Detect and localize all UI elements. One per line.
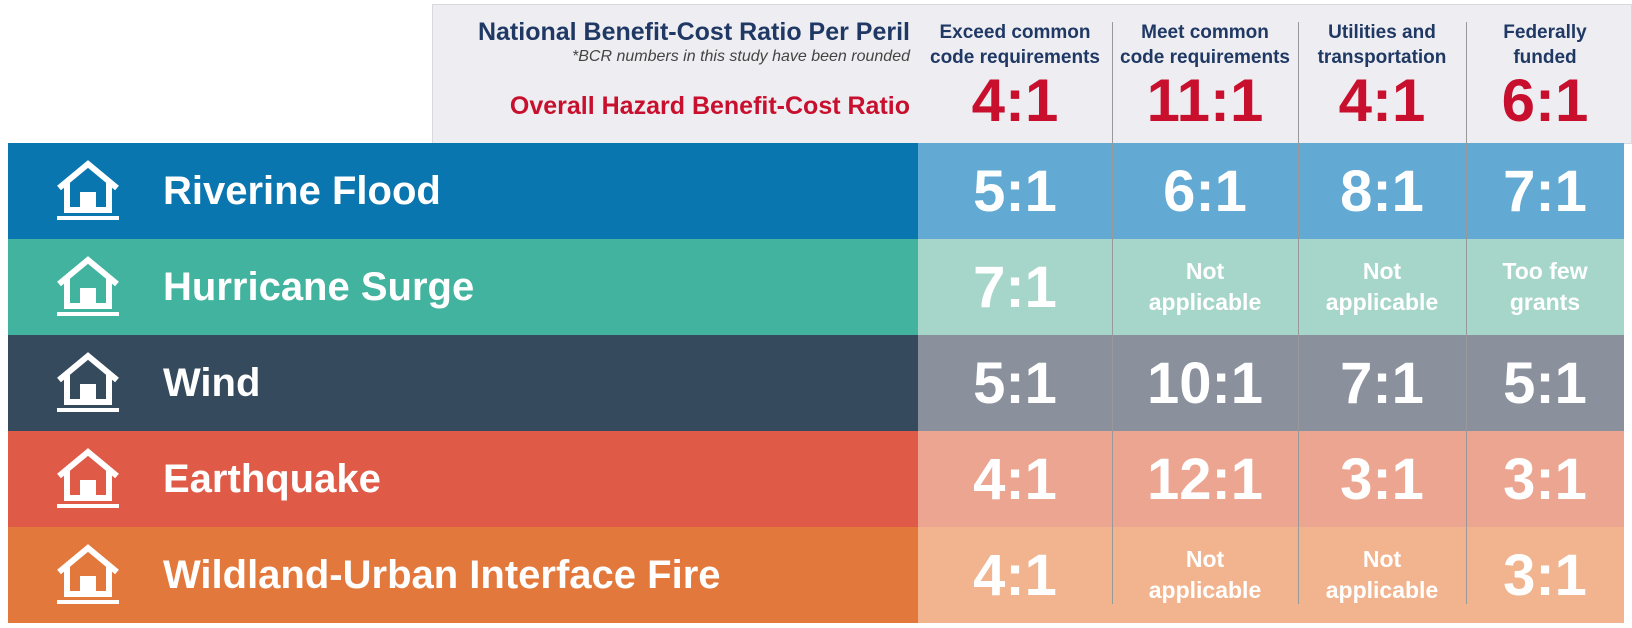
header-line: code requirements bbox=[930, 47, 1100, 68]
header-panel bbox=[432, 4, 1632, 144]
table-row: Wildland-Urban Interface Fire 4:1 Not appl… bbox=[8, 527, 1624, 623]
table-row: Earthquake 4:1 12:1 3:1 3:1 bbox=[8, 431, 1624, 527]
title: National Benefit-Cost Ratio Per Peril bbox=[477, 18, 910, 46]
ratio-cell: 4:1 bbox=[973, 446, 1057, 512]
table-row: Wind 5:1 10:1 7:1 5:1 bbox=[8, 335, 1624, 431]
column-separator bbox=[1466, 22, 1467, 604]
peril-name: Hurricane Surge bbox=[163, 265, 475, 309]
overall-label: Overall Hazard Benefit-Cost Ratio bbox=[509, 92, 910, 120]
column-separator bbox=[1112, 22, 1113, 604]
ratio-cell: 7:1 bbox=[973, 254, 1057, 320]
icon-wrap bbox=[53, 444, 123, 519]
ratio-cell: 3:1 bbox=[1503, 446, 1587, 512]
ratio-cell: 5:1 bbox=[973, 158, 1057, 224]
header-line: transportation bbox=[1317, 47, 1447, 68]
cell-area bbox=[918, 431, 1624, 527]
ratio-cell: 7:1 bbox=[1340, 350, 1424, 416]
column-header: Utilities and transportation bbox=[1298, 20, 1466, 70]
peril-name: Riverine Flood bbox=[163, 169, 441, 213]
ratio-cell: 3:1 bbox=[1340, 446, 1424, 512]
header-line: Federally bbox=[1503, 22, 1587, 43]
table-row: Riverine Flood 5:1 6:1 8:1 7:1 bbox=[8, 143, 1624, 239]
ratio-cell: 3:1 bbox=[1503, 542, 1587, 608]
column-header: Meet common code requirements bbox=[1112, 20, 1298, 70]
column-separator bbox=[1298, 22, 1299, 604]
ratio-cell: 12:1 bbox=[1146, 446, 1264, 512]
header-line: Exceed common bbox=[939, 22, 1091, 43]
peril-icon bbox=[57, 256, 119, 316]
header-line: funded bbox=[1513, 47, 1577, 68]
ratio-cell: 7:1 bbox=[1503, 158, 1587, 224]
icon-wrap bbox=[53, 156, 123, 231]
ratio-cell: 10:1 bbox=[1146, 350, 1264, 416]
ratio-cell: 4:1 bbox=[973, 542, 1057, 608]
header-line: code requirements bbox=[1120, 47, 1290, 68]
column-header: Exceed common code requirements bbox=[918, 20, 1112, 70]
ratio-cell: 8:1 bbox=[1340, 158, 1424, 224]
cell-area bbox=[918, 335, 1624, 431]
peril-icon bbox=[57, 448, 119, 508]
peril-icon bbox=[57, 544, 119, 604]
icon-wrap bbox=[53, 252, 123, 327]
icon-wrap bbox=[53, 540, 123, 615]
ratio-cell: Not applicable bbox=[1325, 546, 1439, 603]
peril-name: Wildland-Urban Interface Fire bbox=[163, 553, 721, 597]
overall-ratio: 6:1 bbox=[1501, 67, 1589, 134]
header-line: Utilities and bbox=[1328, 22, 1436, 43]
column-header: Federally funded bbox=[1466, 20, 1624, 70]
ratio-cell: Not applicable bbox=[1148, 546, 1262, 603]
ratio-cell: Too few grants bbox=[1502, 258, 1588, 315]
table-row: Hurricane Surge 7:1 Not applicable Not appl… bbox=[8, 239, 1624, 335]
peril-name: Earthquake bbox=[163, 457, 381, 501]
cell-area bbox=[918, 143, 1624, 239]
peril-icon bbox=[57, 352, 119, 412]
overall-ratio: 11:1 bbox=[1146, 67, 1264, 134]
ratio-cell: 5:1 bbox=[973, 350, 1057, 416]
ratio-cell: 5:1 bbox=[1503, 350, 1587, 416]
peril-icon bbox=[57, 160, 119, 220]
ratio-cell: Not applicable bbox=[1148, 258, 1262, 315]
peril-name: Wind bbox=[163, 361, 261, 405]
note: *BCR numbers in this study have been rou… bbox=[572, 48, 910, 65]
header-line: Meet common bbox=[1141, 22, 1269, 43]
icon-wrap bbox=[53, 348, 123, 423]
overall-ratio: 4:1 bbox=[971, 67, 1059, 134]
cell-area bbox=[918, 239, 1624, 335]
overall-ratio: 4:1 bbox=[1338, 67, 1426, 134]
ratio-cell: Not applicable bbox=[1325, 258, 1439, 315]
cell-area bbox=[918, 527, 1624, 623]
ratio-cell: 6:1 bbox=[1163, 158, 1247, 224]
